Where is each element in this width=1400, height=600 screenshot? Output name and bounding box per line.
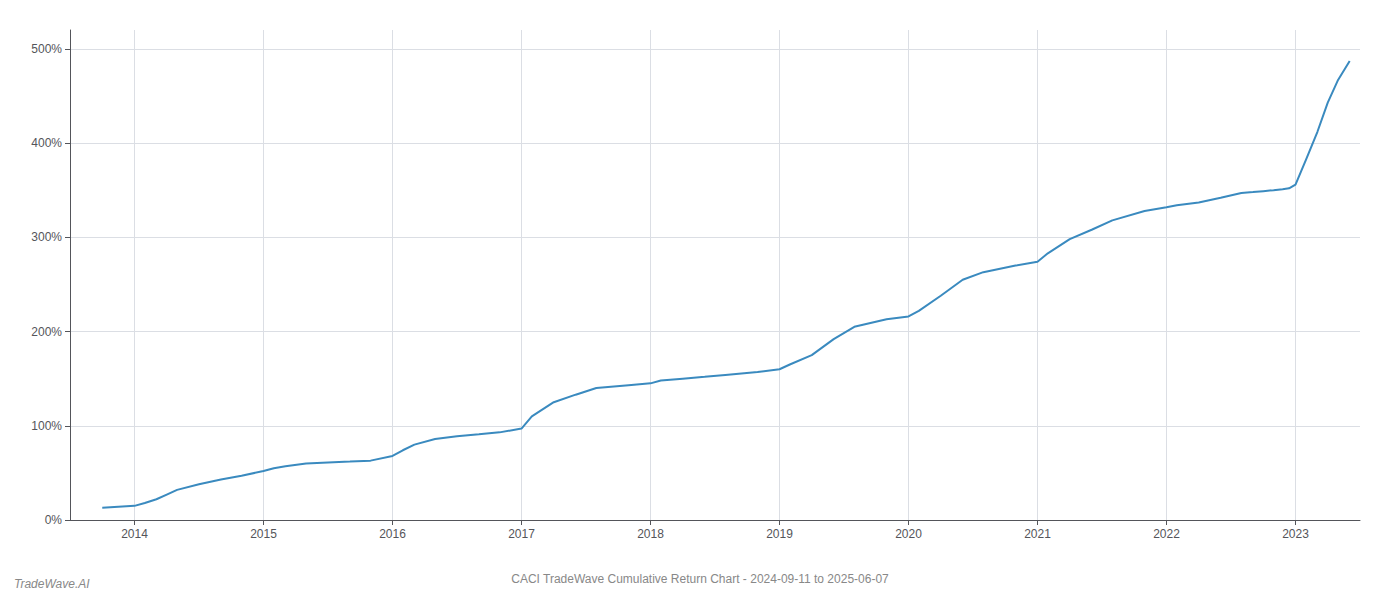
- svg-text:300%: 300%: [31, 230, 62, 244]
- svg-text:TradeWave.AI: TradeWave.AI: [14, 577, 90, 591]
- svg-text:2020: 2020: [895, 527, 922, 541]
- svg-text:2023: 2023: [1282, 527, 1309, 541]
- svg-text:500%: 500%: [31, 42, 62, 56]
- svg-text:200%: 200%: [31, 325, 62, 339]
- svg-text:2021: 2021: [1024, 527, 1051, 541]
- svg-text:CACI TradeWave Cumulative Retu: CACI TradeWave Cumulative Return Chart -…: [511, 572, 889, 586]
- svg-text:2015: 2015: [250, 527, 277, 541]
- svg-text:2019: 2019: [766, 527, 793, 541]
- svg-text:0%: 0%: [45, 513, 63, 527]
- svg-text:400%: 400%: [31, 136, 62, 150]
- svg-text:2016: 2016: [379, 527, 406, 541]
- svg-text:2022: 2022: [1153, 527, 1180, 541]
- svg-text:2018: 2018: [637, 527, 664, 541]
- svg-text:2017: 2017: [508, 527, 535, 541]
- svg-text:100%: 100%: [31, 419, 62, 433]
- svg-text:2014: 2014: [121, 527, 148, 541]
